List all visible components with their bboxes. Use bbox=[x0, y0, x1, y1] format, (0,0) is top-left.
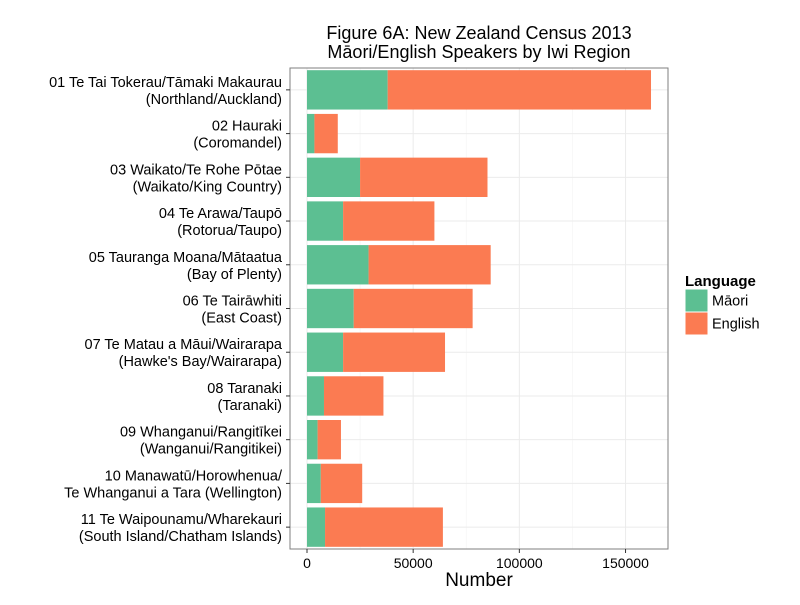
y-tick-label-line: (South Island/Chatham Islands) bbox=[79, 529, 282, 545]
legend-key-english bbox=[685, 312, 708, 335]
bar-english bbox=[388, 70, 651, 109]
y-tick-label-line: (Waikato/King Country) bbox=[133, 179, 282, 195]
x-tick-label: 150000 bbox=[602, 555, 649, 571]
bar-maori bbox=[307, 333, 343, 372]
bar-english bbox=[360, 158, 487, 197]
x-tick-label: 100000 bbox=[496, 555, 543, 571]
bar-english bbox=[318, 420, 341, 459]
y-tick-label-line: 01 Te Tai Tokerau/Tāmaki Makaurau bbox=[49, 75, 282, 91]
bar-maori bbox=[307, 420, 318, 459]
bar-english bbox=[314, 114, 337, 153]
bar-english bbox=[321, 464, 362, 503]
bar-english bbox=[325, 507, 443, 546]
legend-label-english: English bbox=[712, 317, 760, 333]
y-tick-label-line: 10 Manawatū/Horowhenua/ bbox=[105, 468, 283, 484]
x-axis-label: Number bbox=[445, 570, 513, 591]
bar-english bbox=[343, 201, 434, 240]
legend-label-maori: Māori bbox=[712, 294, 748, 310]
legend: Language Māori English bbox=[685, 273, 760, 335]
y-tick-label-line: Te Whanganui a Tara (Wellington) bbox=[64, 485, 282, 501]
bar-maori bbox=[307, 70, 388, 109]
y-tick-label-line: (Coromandel) bbox=[193, 136, 282, 152]
y-tick-label-line: 07 Te Matau a Māui/Wairarapa bbox=[85, 337, 283, 353]
y-tick-label: 06 Te Tairāwhiti (East Coast) bbox=[183, 294, 282, 327]
y-tick-label-line: (Wanganui/Rangitikei) bbox=[140, 442, 282, 458]
y-tick-label-line: 03 Waikato/Te Rohe Pōtae bbox=[110, 162, 282, 178]
y-tick-label: 04 Te Arawa/Taupō (Rotorua/Taupo) bbox=[159, 206, 282, 239]
y-tick-label-line: (Bay of Plenty) bbox=[187, 267, 282, 283]
bar-maori bbox=[307, 376, 324, 415]
chart-title: Figure 6A: New Zealand Census 2013 bbox=[326, 23, 631, 43]
y-tick-label: 05 Tauranga Moana/Mātaatua (Bay of Plenty… bbox=[89, 250, 283, 283]
y-tick-label-line: (East Coast) bbox=[201, 311, 282, 327]
legend-title: Language bbox=[685, 273, 756, 290]
y-tick-label: 09 Whanganui/Rangitīkei (Wanganui/Rangiti… bbox=[120, 425, 282, 458]
y-tick-label-line: 06 Te Tairāwhiti bbox=[183, 294, 282, 310]
x-tick-label: 50000 bbox=[394, 555, 433, 571]
bar-english bbox=[324, 376, 383, 415]
y-tick-label: 10 Manawatū/Horowhenua/Te Whanganui a Ta… bbox=[64, 468, 283, 501]
y-tick-label-line: 02 Hauraki bbox=[212, 119, 282, 135]
x-tick-label: 0 bbox=[303, 555, 311, 571]
bar-maori bbox=[307, 289, 354, 328]
y-tick-label-line: 05 Tauranga Moana/Mātaatua bbox=[89, 250, 283, 266]
y-tick-label-line: (Northland/Auckland) bbox=[146, 92, 282, 108]
y-tick-label: 02 Hauraki (Coromandel) bbox=[193, 119, 282, 152]
y-tick-label-line: 09 Whanganui/Rangitīkei bbox=[120, 425, 282, 441]
y-tick-label-line: 11 Te Waipounamu/Wharekauri bbox=[81, 512, 282, 528]
y-tick-label-line: (Taranaki) bbox=[218, 398, 282, 414]
y-tick-label: 07 Te Matau a Māui/Wairarapa (Hawke's Bay… bbox=[85, 337, 283, 370]
y-tick-label: 03 Waikato/Te Rohe Pōtae (Waikato/King Co… bbox=[110, 162, 282, 195]
y-tick-label: 11 Te Waipounamu/Wharekauri (South Island… bbox=[79, 512, 282, 545]
y-tick-label-line: 08 Taranaki bbox=[207, 381, 282, 397]
bar-maori bbox=[307, 245, 369, 284]
bar-english bbox=[354, 289, 473, 328]
y-tick-label-line: (Rotorua/Taupo) bbox=[177, 223, 282, 239]
bar-maori bbox=[307, 464, 321, 503]
bar-maori bbox=[307, 114, 314, 153]
bar-maori bbox=[307, 507, 325, 546]
legend-key-maori bbox=[685, 289, 708, 312]
y-tick-label: 01 Te Tai Tokerau/Tāmaki Makaurau (Northl… bbox=[49, 75, 282, 108]
bar-maori bbox=[307, 158, 360, 197]
y-tick-label: 08 Taranaki (Taranaki) bbox=[207, 381, 282, 414]
y-tick-label-line: 04 Te Arawa/Taupō bbox=[159, 206, 282, 222]
bar-english bbox=[343, 333, 445, 372]
bar-maori bbox=[307, 201, 343, 240]
bar-english bbox=[369, 245, 491, 284]
chart-subtitle: Māori/English Speakers by Iwi Region bbox=[327, 42, 630, 62]
y-tick-label-line: (Hawke's Bay/Wairarapa) bbox=[119, 354, 282, 370]
